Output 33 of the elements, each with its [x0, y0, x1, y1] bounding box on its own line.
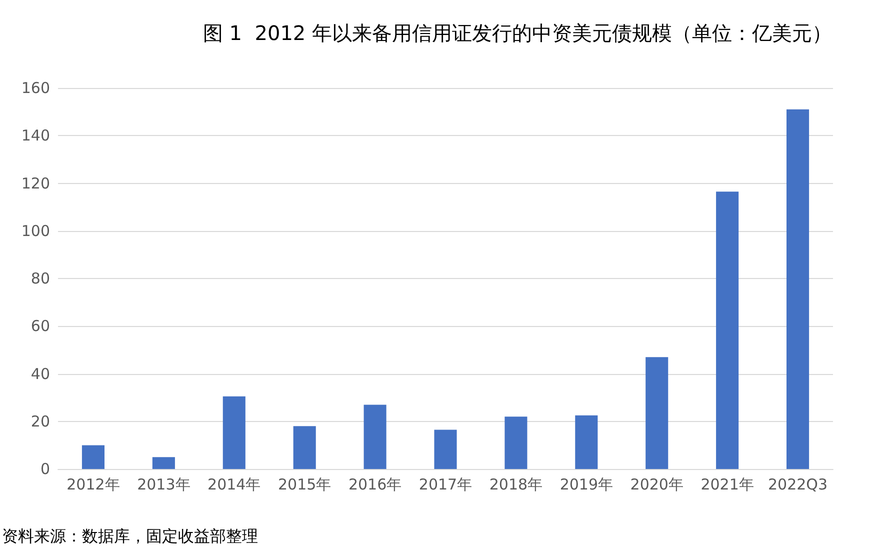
- bar: [82, 445, 104, 469]
- y-tick-label: 40: [30, 364, 50, 383]
- chart-title: 图 1 2012 年以来备用信用证发行的中资美元债规模（单位：亿美元）: [202, 21, 832, 45]
- y-tick-label: 100: [21, 222, 50, 240]
- x-tick-label: 2017年: [418, 476, 472, 494]
- bar: [786, 109, 810, 469]
- y-tick-label: 120: [21, 174, 50, 192]
- bar: [293, 426, 316, 469]
- y-tick-label: 140: [21, 126, 50, 145]
- y-tick-label: 20: [30, 412, 50, 430]
- x-tick-label: 2022Q3: [768, 476, 828, 494]
- x-tick-label: 2014年: [208, 476, 261, 494]
- y-tick-label: 160: [21, 79, 50, 97]
- text: 资料来源：数据库，固定收益部整理: [2, 526, 258, 546]
- bar: [646, 357, 668, 469]
- y-tick-label: 60: [30, 317, 50, 336]
- bar: [716, 192, 739, 469]
- bar: [434, 430, 457, 469]
- y-tick-label: 80: [30, 270, 50, 288]
- x-tick-label: 2018年: [489, 476, 543, 494]
- bar: [364, 404, 386, 469]
- x-tick-label: 2015年: [278, 476, 332, 494]
- x-tick-label: 2012年: [66, 476, 120, 494]
- x-tick-label: 2016年: [348, 476, 402, 494]
- x-tick-label: 2021年: [700, 476, 754, 494]
- y-tick-label: 0: [40, 460, 50, 478]
- bar: [222, 396, 246, 469]
- x-tick-label: 2020年: [630, 476, 684, 494]
- x-tick-label: 2013年: [137, 476, 190, 494]
- bar: [504, 416, 528, 469]
- bar: [152, 457, 175, 469]
- x-tick-label: 2019年: [560, 476, 614, 494]
- bar: [575, 415, 598, 469]
